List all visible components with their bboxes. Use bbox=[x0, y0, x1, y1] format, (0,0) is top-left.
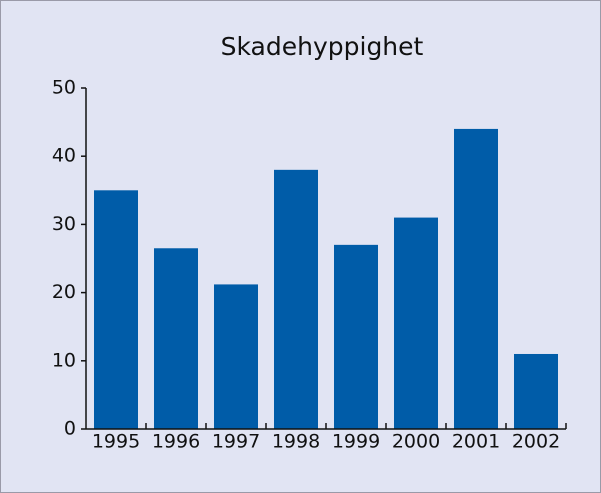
x-tick-label: 1998 bbox=[272, 431, 320, 453]
chart-title: Skadehyppighet bbox=[221, 32, 424, 61]
x-tick-label: 2001 bbox=[452, 431, 500, 453]
y-tick-label: 10 bbox=[52, 349, 76, 371]
y-tick-label: 0 bbox=[64, 418, 76, 440]
x-tick-label: 2002 bbox=[512, 431, 560, 453]
y-tick-label: 30 bbox=[52, 213, 76, 235]
bar bbox=[454, 128, 498, 430]
x-tick-label: 1996 bbox=[152, 431, 200, 453]
bar bbox=[154, 248, 198, 429]
y-tick-label: 20 bbox=[52, 281, 76, 303]
bar bbox=[394, 217, 438, 429]
bar bbox=[334, 244, 378, 429]
bar bbox=[514, 353, 558, 429]
x-tick-label: 2000 bbox=[392, 431, 440, 453]
bar bbox=[274, 169, 318, 429]
x-tick-label: 1999 bbox=[332, 431, 380, 453]
bar bbox=[94, 190, 138, 429]
x-tick-label: 1995 bbox=[92, 431, 140, 453]
x-tick-label: 1997 bbox=[212, 431, 260, 453]
bar bbox=[214, 284, 258, 429]
y-tick-label: 40 bbox=[52, 145, 76, 167]
y-tick-label: 50 bbox=[52, 77, 76, 99]
